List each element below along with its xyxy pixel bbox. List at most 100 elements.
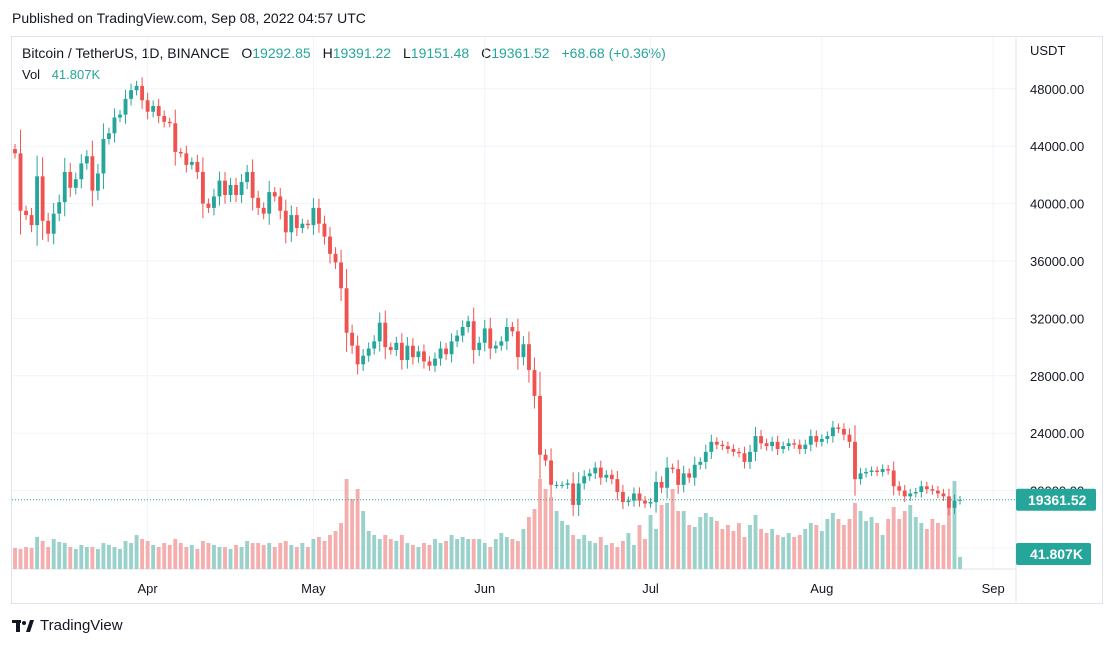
candle-body	[687, 473, 692, 478]
volume-bar	[919, 523, 924, 569]
month-tick-label: Sep	[982, 581, 1005, 596]
volume-bar	[532, 509, 537, 569]
volume-bar	[670, 489, 675, 569]
candle-body	[759, 436, 763, 444]
volume-bar	[13, 548, 17, 569]
volume-bar	[366, 531, 371, 569]
volume-bar	[24, 547, 28, 569]
volume-bar	[792, 537, 797, 569]
candle-body	[499, 341, 504, 346]
volume-bar	[471, 539, 476, 569]
volume-bar	[803, 529, 808, 569]
volume-bar	[466, 539, 471, 569]
candle-body	[438, 348, 443, 359]
candle-body	[328, 236, 332, 254]
volume-tag	[1016, 543, 1091, 565]
candle-body	[648, 502, 653, 504]
volume-bar	[786, 533, 791, 569]
volume-bar	[482, 543, 487, 569]
volume-bar	[377, 539, 382, 569]
candle-body	[339, 262, 343, 289]
candle-body	[35, 176, 40, 226]
candle-body	[737, 451, 741, 454]
candle-body	[101, 139, 106, 174]
volume-bar	[560, 521, 565, 569]
candle-body	[582, 476, 587, 484]
candle-body	[488, 328, 493, 349]
candle-body	[836, 427, 841, 429]
candle-body	[681, 473, 686, 485]
volume-bar	[902, 511, 907, 569]
volume-bar	[935, 523, 940, 569]
volume-bar	[886, 519, 891, 569]
volume-bar	[383, 535, 388, 569]
candle-body	[372, 341, 377, 349]
volume-bar	[29, 548, 34, 569]
footer-brand[interactable]: TradingView	[12, 617, 123, 634]
volume-bar	[858, 511, 863, 569]
volume-bar	[880, 535, 885, 569]
candle-body	[471, 321, 476, 350]
candle-body	[913, 492, 918, 494]
volume-bar	[930, 519, 935, 569]
volume-bar	[162, 543, 167, 569]
volume-bar	[410, 545, 415, 569]
volume-bar	[742, 537, 747, 569]
candle-body	[665, 467, 670, 488]
chart-frame	[11, 36, 1103, 604]
candle-body	[935, 490, 940, 494]
candle-body	[40, 176, 45, 221]
candle-body	[538, 395, 542, 455]
candle-body	[333, 253, 338, 263]
candle-body	[632, 493, 636, 501]
candle-body	[714, 441, 719, 445]
volume-bar	[73, 549, 78, 569]
volume-bar	[521, 529, 526, 569]
candle-body	[609, 474, 614, 480]
volume-bar	[527, 517, 531, 569]
candle-body	[560, 484, 565, 486]
published-line: Published on TradingView.com, Sep 08, 20…	[12, 10, 366, 26]
volume-bar	[626, 533, 631, 569]
volume-bar	[195, 549, 200, 569]
volume-bar	[830, 513, 835, 569]
volume-bar	[842, 525, 846, 569]
volume-bar	[836, 519, 841, 569]
volume-tag-label: 41.807K	[1030, 546, 1083, 562]
last-price-tag	[1016, 488, 1096, 511]
high-value: H19391.22	[322, 45, 392, 61]
volume-bar	[449, 535, 454, 569]
open-value: O19292.85	[241, 45, 311, 61]
volume-bar	[853, 503, 857, 569]
candle-body	[350, 332, 355, 346]
volume-bar	[493, 539, 498, 569]
volume-bar	[615, 547, 620, 569]
volume-bar	[737, 523, 741, 569]
candle-body	[223, 180, 227, 195]
volume-bar	[864, 521, 868, 569]
candle-body	[294, 215, 299, 228]
candle-body	[527, 344, 531, 371]
close-value: C19361.52	[481, 45, 550, 61]
volume-bar	[283, 541, 288, 569]
volume-bar	[156, 547, 161, 569]
candle-body	[853, 441, 857, 480]
volume-bar	[107, 545, 111, 569]
price-tick-label: 28000.00	[1030, 369, 1084, 384]
volume-bar	[632, 545, 636, 569]
candle-body	[217, 180, 222, 197]
symbol-label[interactable]: Bitcoin / TetherUS, 1D, BINANCE	[22, 45, 230, 61]
volume-bar	[510, 539, 515, 569]
volume-bar	[869, 517, 874, 569]
candle-body	[361, 355, 366, 365]
candle-body	[598, 467, 603, 478]
volume-bar	[609, 543, 614, 569]
candle-body	[731, 448, 736, 452]
volume-bar	[891, 507, 896, 569]
volume-bar	[278, 543, 283, 569]
candle-body	[46, 220, 51, 234]
volume-bar	[681, 511, 686, 569]
volume-bar	[808, 523, 813, 569]
volume-bar	[422, 543, 426, 569]
